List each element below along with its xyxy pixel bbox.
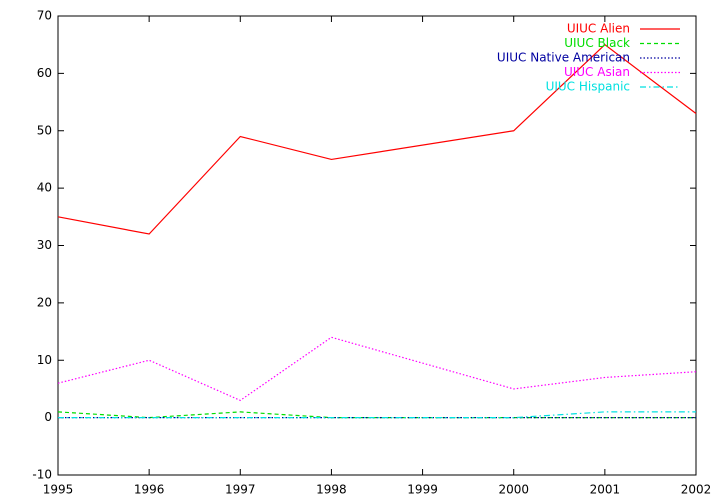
y-tick-label: 70 [37,9,52,23]
legend-label: UIUC Alien [567,22,630,36]
legend-label: UIUC Asian [564,65,630,79]
legend-label: UIUC Black [564,36,630,50]
x-tick-label: 2002 [681,483,712,497]
y-tick-label: 50 [37,123,52,137]
series-line [57,43,697,235]
x-tick-label: 1997 [225,483,256,497]
x-tick-label: 1995 [43,483,74,497]
y-tick-label: 0 [44,410,52,424]
x-tick-label: 2001 [590,483,621,497]
y-tick-label: 30 [37,238,52,252]
x-tick-label: 2000 [498,483,529,497]
series-line [57,336,697,402]
x-tick-label: 1999 [407,483,438,497]
y-tick-label: 40 [37,181,52,195]
y-tick-label: 10 [37,353,52,367]
legend-label: UIUC Native American [497,51,630,65]
legend-label: UIUC Hispanic [546,80,630,94]
x-tick-label: 1998 [316,483,347,497]
x-tick-label: 1996 [134,483,165,497]
y-tick-label: 20 [37,295,52,309]
y-tick-label: 60 [37,66,52,80]
series-line [58,411,696,419]
y-tick-label: -10 [32,468,52,482]
